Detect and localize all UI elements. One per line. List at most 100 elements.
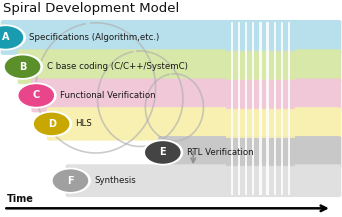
Bar	[254, 22, 259, 53]
Bar	[283, 51, 288, 82]
Circle shape	[31, 111, 72, 137]
Bar	[240, 138, 245, 167]
Circle shape	[53, 169, 88, 192]
Circle shape	[0, 26, 23, 49]
Bar	[254, 109, 259, 139]
Bar	[259, 22, 262, 195]
Bar	[233, 138, 238, 167]
Bar	[262, 22, 266, 53]
Bar	[283, 166, 288, 195]
Bar	[247, 22, 252, 53]
Text: Functional Verification: Functional Verification	[60, 91, 156, 100]
Bar	[240, 166, 245, 195]
Bar	[269, 51, 274, 82]
Bar	[233, 109, 238, 139]
Bar	[276, 80, 281, 111]
Bar	[262, 51, 266, 82]
Text: Time: Time	[7, 194, 34, 204]
Bar	[262, 80, 266, 111]
Text: E: E	[159, 147, 166, 158]
Text: C base coding (C/C++/SystemC): C base coding (C/C++/SystemC)	[47, 62, 187, 71]
Bar	[274, 22, 276, 195]
Bar	[233, 22, 238, 53]
Bar	[290, 51, 295, 82]
Bar	[226, 109, 231, 139]
Circle shape	[5, 55, 40, 78]
Bar	[254, 138, 259, 167]
FancyBboxPatch shape	[18, 49, 341, 84]
Bar	[290, 109, 295, 139]
FancyBboxPatch shape	[47, 107, 341, 141]
Bar	[240, 109, 245, 139]
Bar	[247, 109, 252, 139]
Bar	[247, 80, 252, 111]
Bar	[266, 22, 269, 195]
Text: C: C	[32, 90, 40, 100]
Bar	[276, 138, 281, 167]
Bar	[269, 22, 274, 53]
Circle shape	[16, 82, 57, 108]
Bar	[226, 51, 231, 82]
Circle shape	[145, 141, 181, 164]
Bar	[276, 22, 281, 53]
Bar	[262, 109, 266, 139]
Bar	[283, 138, 288, 167]
FancyBboxPatch shape	[1, 20, 341, 55]
Bar	[226, 166, 231, 195]
Bar	[269, 109, 274, 139]
Text: B: B	[19, 62, 26, 72]
Bar	[252, 22, 254, 195]
Text: HLS: HLS	[76, 119, 92, 128]
Bar	[240, 80, 245, 111]
Circle shape	[18, 84, 54, 107]
Bar	[288, 22, 290, 195]
Bar	[290, 166, 295, 195]
Bar	[240, 22, 245, 53]
Text: RTL Verification: RTL Verification	[187, 148, 253, 157]
Bar	[290, 80, 295, 111]
Circle shape	[34, 113, 69, 135]
Bar	[240, 51, 245, 82]
Circle shape	[0, 24, 26, 51]
Bar	[276, 51, 281, 82]
FancyBboxPatch shape	[66, 164, 341, 197]
Bar	[290, 22, 295, 53]
Bar	[254, 80, 259, 111]
Bar	[254, 51, 259, 82]
Bar	[276, 166, 281, 195]
Text: A: A	[2, 32, 9, 43]
Bar	[231, 22, 233, 195]
Bar	[269, 138, 274, 167]
Circle shape	[142, 140, 183, 166]
Bar	[290, 138, 295, 167]
Text: D: D	[48, 119, 56, 129]
FancyBboxPatch shape	[158, 136, 341, 169]
Bar	[247, 138, 252, 167]
FancyBboxPatch shape	[31, 79, 341, 112]
Bar	[276, 109, 281, 139]
Bar	[245, 22, 247, 195]
Text: Spiral Development Model: Spiral Development Model	[3, 2, 180, 15]
Bar	[233, 51, 238, 82]
Circle shape	[50, 168, 91, 194]
Bar	[247, 51, 252, 82]
Circle shape	[2, 54, 43, 80]
Text: Specifications (Algorithm,etc.): Specifications (Algorithm,etc.)	[29, 33, 160, 42]
Bar	[283, 109, 288, 139]
Bar	[238, 22, 240, 195]
Bar	[262, 166, 266, 195]
Bar	[269, 166, 274, 195]
Bar	[262, 138, 266, 167]
Bar	[281, 22, 283, 195]
Bar	[283, 22, 288, 53]
Bar	[233, 166, 238, 195]
Bar	[226, 138, 231, 167]
Text: Synthesis: Synthesis	[94, 176, 136, 185]
Bar	[269, 80, 274, 111]
Text: F: F	[67, 176, 74, 186]
Bar	[247, 166, 252, 195]
Bar	[254, 166, 259, 195]
Bar	[226, 80, 231, 111]
Bar	[226, 22, 231, 53]
Bar	[283, 80, 288, 111]
